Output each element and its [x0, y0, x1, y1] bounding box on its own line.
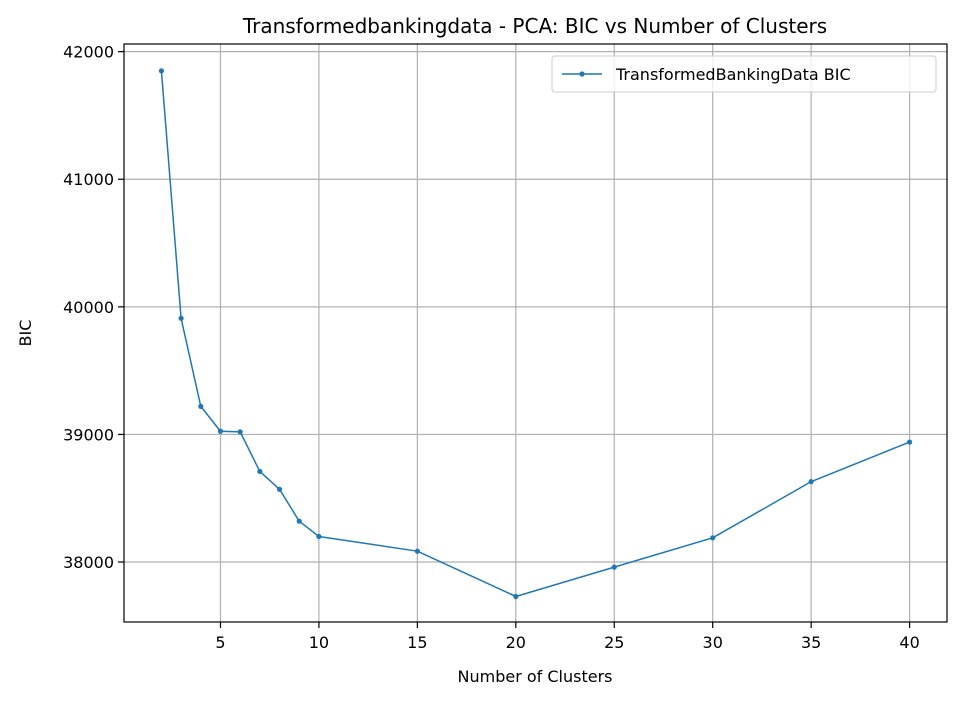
data-point: [237, 429, 243, 435]
x-tick-label: 10: [309, 633, 329, 652]
axis-ticks: 5 10 15 20 25 30 35 40 38000 39000 40000 41000 42000: [63, 43, 920, 652]
x-axis-label: Number of Clusters: [458, 667, 613, 686]
legend-label: TransformedBankingData BIC: [615, 65, 851, 84]
x-tick-label: 5: [215, 633, 225, 652]
y-axis-label: BIC: [16, 320, 35, 347]
plot-area-frame: [123, 43, 948, 623]
data-point: [257, 468, 263, 475]
data-point: [414, 548, 420, 554]
x-tick-label: 30: [703, 633, 723, 652]
chart-title: Transformedbankingdata - PCA: BIC vs Num…: [242, 14, 827, 38]
data-point: [198, 403, 204, 409]
data-point: [217, 428, 224, 434]
data-point: [178, 315, 184, 321]
y-tick-label: 38000: [63, 553, 114, 572]
grid-lines: [124, 44, 947, 622]
data-point: [316, 533, 322, 540]
data-point: [296, 518, 302, 524]
data-point: [158, 68, 165, 74]
x-tick-label: 20: [506, 633, 526, 652]
data-point: [611, 564, 617, 570]
y-tick-label: 39000: [63, 425, 114, 444]
data-point: [276, 486, 283, 492]
y-tick-label: 40000: [63, 298, 114, 317]
data-point: [808, 479, 814, 485]
legend-marker: [579, 71, 585, 77]
x-tick-label: 35: [801, 633, 821, 652]
series-layer: [158, 68, 913, 600]
data-point: [513, 593, 519, 600]
x-tick-label: 15: [407, 633, 427, 652]
data-point: [906, 439, 913, 445]
data-point: [710, 535, 716, 541]
legend: TransformedBankingData BIC: [551, 55, 937, 93]
y-tick-label: 41000: [63, 170, 114, 189]
x-tick-label: 40: [899, 633, 919, 652]
legend-box: [551, 55, 937, 93]
y-tick-label: 42000: [63, 43, 114, 62]
x-tick-label: 25: [604, 633, 624, 652]
